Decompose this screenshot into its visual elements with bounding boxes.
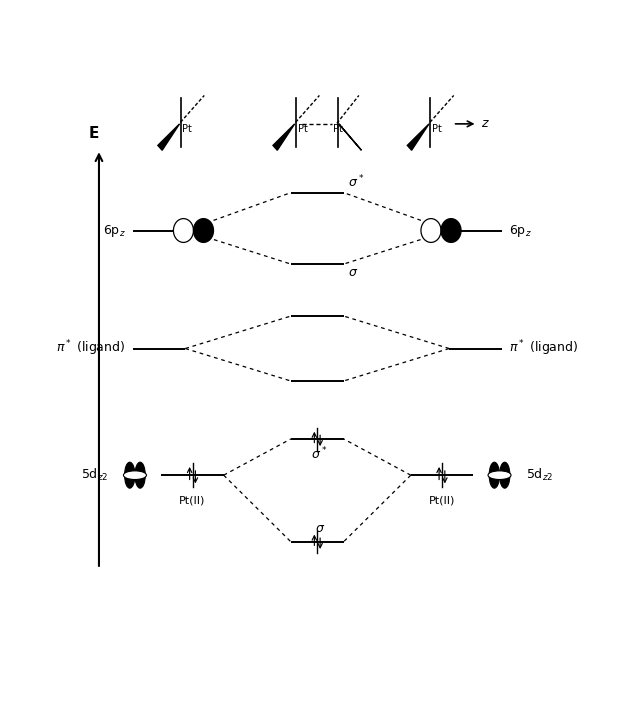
Text: $\sigma$: $\sigma$	[348, 266, 358, 279]
Polygon shape	[273, 124, 295, 150]
Polygon shape	[339, 124, 361, 150]
Text: $\pi^*$ (ligand): $\pi^*$ (ligand)	[56, 339, 126, 359]
Text: Pt: Pt	[432, 124, 442, 134]
Ellipse shape	[194, 219, 214, 243]
Text: $\sigma^*$: $\sigma^*$	[311, 446, 328, 462]
Text: 5d$_{z2}$: 5d$_{z2}$	[526, 467, 553, 483]
Text: Pt: Pt	[333, 124, 343, 134]
Text: 6p$_z$: 6p$_z$	[103, 223, 126, 238]
Text: Pt: Pt	[183, 124, 193, 134]
Ellipse shape	[173, 219, 194, 243]
Ellipse shape	[421, 219, 441, 243]
Text: $\sigma$: $\sigma$	[314, 522, 325, 535]
Ellipse shape	[500, 462, 510, 488]
Polygon shape	[158, 124, 180, 150]
Polygon shape	[407, 124, 429, 150]
Ellipse shape	[135, 462, 145, 488]
Text: z: z	[481, 117, 487, 130]
Text: 6p$_z$: 6p$_z$	[509, 223, 532, 238]
Text: $\pi^*$ (ligand): $\pi^*$ (ligand)	[509, 339, 578, 359]
Text: Pt: Pt	[298, 124, 308, 134]
Ellipse shape	[489, 462, 500, 488]
Ellipse shape	[441, 219, 461, 243]
Text: $\sigma^*$: $\sigma^*$	[348, 174, 365, 190]
Text: Pt(II): Pt(II)	[180, 496, 206, 505]
Text: Pt(II): Pt(II)	[429, 496, 455, 505]
Text: E: E	[89, 127, 100, 141]
Ellipse shape	[123, 471, 147, 479]
Text: 5d$_{z2}$: 5d$_{z2}$	[81, 467, 108, 483]
Ellipse shape	[488, 471, 511, 479]
Ellipse shape	[124, 462, 135, 488]
